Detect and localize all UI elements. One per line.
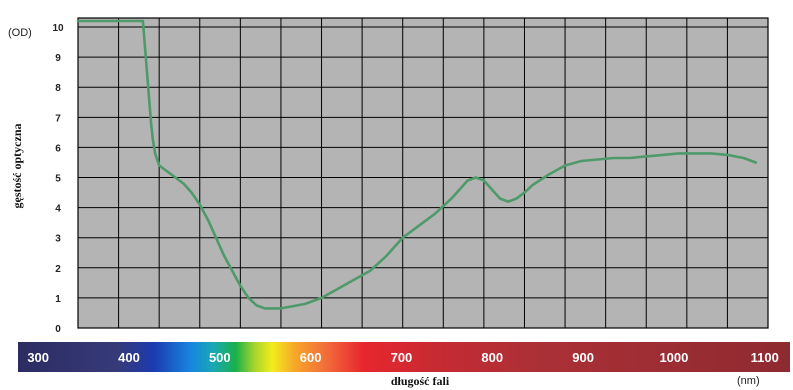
x-tick-label: 300 [27, 350, 49, 365]
y-tick-label: 0 [55, 324, 61, 335]
y-axis-title: gęstość optyczna [10, 124, 24, 209]
x-tick-label: 700 [391, 350, 413, 365]
y-tick-label: 9 [55, 53, 61, 64]
x-tick-label: 900 [572, 350, 594, 365]
y-tick-label: 10 [52, 23, 64, 34]
y-tick-label: 8 [55, 83, 61, 94]
y-tick-labels: 0 1 2 3 4 5 6 7 8 9 10 [52, 23, 64, 335]
spectrum-bar [18, 342, 790, 372]
x-tick-labels: 300 400 500 600 700 800 900 1000 1100 [27, 350, 779, 365]
x-tick-label: 1000 [659, 350, 688, 365]
x-tick-label: 600 [300, 350, 322, 365]
x-tick-label: 1100 [751, 350, 779, 365]
y-tick-label: 7 [55, 113, 61, 124]
y-unit-label: (OD) [8, 27, 32, 39]
plot-background [77, 17, 769, 329]
y-tick-label: 5 [55, 174, 61, 185]
series-line [76, 19, 758, 310]
y-tick-label: 2 [55, 264, 61, 275]
x-tick-label: 500 [209, 350, 231, 365]
y-tick-label: 4 [55, 204, 61, 215]
y-tick-label: 3 [55, 234, 61, 245]
x-tick-label: 400 [118, 350, 140, 365]
y-tick-label: 1 [55, 294, 61, 305]
x-unit-label: (nm) [737, 375, 760, 387]
x-axis-title: długość fali [391, 374, 450, 388]
grid-lines [78, 18, 768, 329]
x-tick-label: 800 [481, 350, 503, 365]
y-tick-label: 6 [55, 143, 61, 154]
